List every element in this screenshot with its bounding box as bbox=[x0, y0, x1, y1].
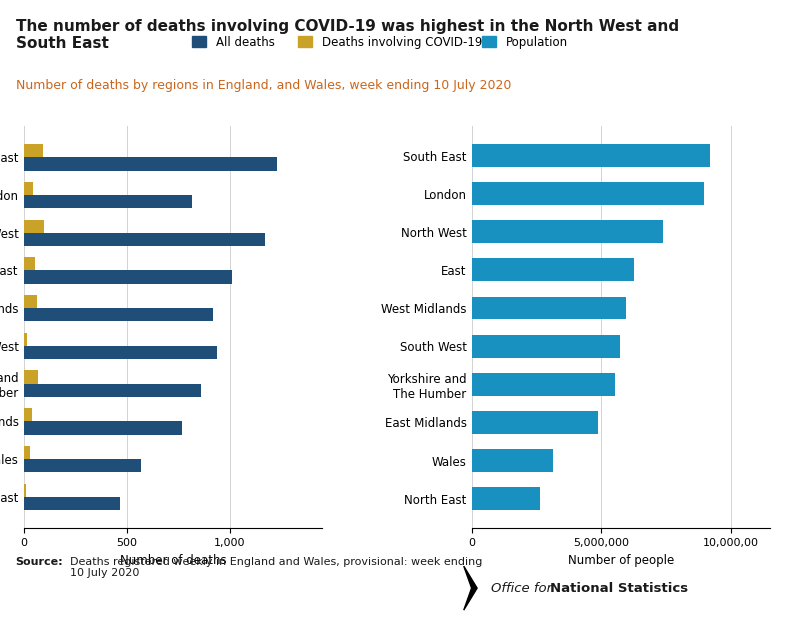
Bar bbox=[24, 295, 37, 308]
Text: Source:: Source: bbox=[16, 557, 64, 567]
Bar bbox=[24, 446, 30, 459]
Bar bbox=[24, 497, 120, 510]
Legend: All deaths, Deaths involving COVID-19: All deaths, Deaths involving COVID-19 bbox=[187, 31, 487, 53]
Bar bbox=[24, 370, 38, 384]
Bar bbox=[24, 220, 44, 233]
Bar bbox=[24, 195, 193, 208]
Text: National Statistics: National Statistics bbox=[550, 582, 689, 594]
Bar bbox=[472, 449, 553, 472]
Bar bbox=[24, 257, 35, 270]
Text: The number of deaths involving COVID-19 was highest in the North West and
South : The number of deaths involving COVID-19 … bbox=[16, 19, 679, 52]
X-axis label: Number of people: Number of people bbox=[567, 554, 674, 567]
Bar bbox=[472, 259, 634, 281]
Text: Number of deaths by regions in England, and Wales, week ending 10 July 2020: Number of deaths by regions in England, … bbox=[16, 79, 511, 92]
Bar bbox=[24, 270, 232, 284]
Bar bbox=[472, 220, 663, 243]
Bar bbox=[24, 182, 33, 195]
Bar bbox=[24, 308, 213, 321]
X-axis label: Number of deaths: Number of deaths bbox=[119, 554, 226, 567]
Legend: Population: Population bbox=[478, 31, 573, 53]
Bar bbox=[24, 484, 26, 497]
Text: Deaths registered weekly in England and Wales, provisional: week ending
10 July : Deaths registered weekly in England and … bbox=[70, 557, 483, 578]
Bar bbox=[24, 459, 141, 472]
Text: Office for: Office for bbox=[491, 582, 556, 594]
Bar bbox=[472, 373, 615, 396]
Bar bbox=[472, 182, 704, 205]
Bar bbox=[472, 411, 598, 434]
Bar bbox=[24, 346, 217, 359]
Bar bbox=[24, 233, 265, 246]
Bar bbox=[472, 297, 626, 320]
Bar bbox=[24, 421, 182, 435]
Bar bbox=[24, 144, 43, 157]
Bar bbox=[472, 335, 619, 357]
Bar bbox=[472, 144, 710, 167]
Bar bbox=[24, 157, 277, 170]
Bar bbox=[24, 333, 27, 346]
Bar bbox=[24, 384, 200, 397]
Bar bbox=[24, 408, 31, 421]
Bar bbox=[472, 487, 540, 510]
